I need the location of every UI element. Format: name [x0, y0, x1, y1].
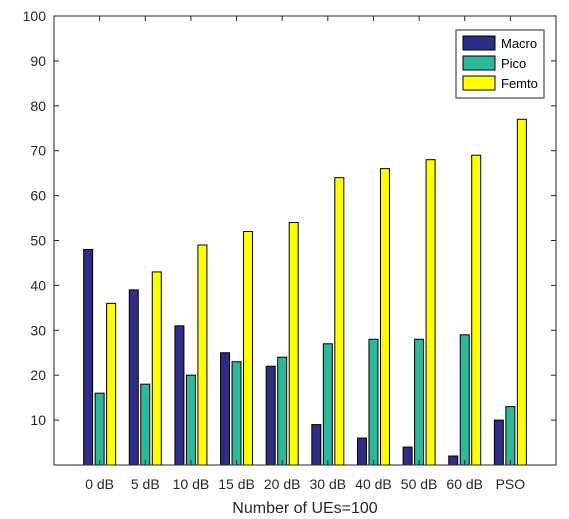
x-axis-title: Number of UEs=100 [232, 500, 378, 517]
bar-pico-6 [368, 338, 379, 466]
bar-macro-1 [128, 289, 139, 466]
x-tick-label: 10 dB [173, 476, 210, 492]
bar-macro-2 [174, 325, 185, 466]
y-tick-label: 70 [30, 143, 46, 159]
bar-femto-1 [151, 271, 162, 466]
x-tick-label: 60 dB [446, 476, 483, 492]
bar-macro-0 [83, 248, 94, 466]
legend: Macro Pico Femto [455, 29, 545, 99]
x-tick-label: 20 dB [264, 476, 301, 492]
bar-macro-5 [311, 424, 322, 466]
bar-macro-9 [493, 419, 504, 466]
y-tick-label: 60 [30, 188, 46, 204]
x-tick-label: 15 dB [218, 476, 255, 492]
bar-femto-8 [471, 154, 482, 466]
y-tick-label: 50 [30, 233, 46, 249]
legend-swatch-macro [462, 35, 496, 51]
legend-label-pico: Pico [501, 56, 526, 71]
bar-femto-5 [334, 177, 345, 466]
bar-pico-5 [322, 343, 333, 466]
x-tick-label: 5 dB [131, 476, 160, 492]
x-tick-label: 40 dB [355, 476, 392, 492]
bar-macro-3 [220, 352, 231, 466]
x-tick-label: 50 dB [401, 476, 438, 492]
legend-label-femto: Femto [501, 76, 538, 91]
y-tick-label: 90 [30, 53, 46, 69]
bar-pico-7 [414, 338, 425, 466]
bar-pico-2 [185, 374, 196, 466]
bar-macro-6 [356, 437, 367, 466]
legend-swatch-pico [462, 55, 496, 71]
bar-macro-4 [265, 365, 276, 466]
legend-label-macro: Macro [501, 36, 537, 51]
bar-femto-0 [106, 302, 117, 466]
bar-pico-9 [505, 406, 516, 466]
bar-pico-1 [140, 383, 151, 466]
y-tick-label: 100 [23, 8, 47, 24]
ticks-group: 10 20 30 40 50 60 70 80 90 100 0 dB 5 dB 10 dB 15 dB 2… [23, 8, 556, 492]
bar-femto-6 [379, 168, 390, 466]
bar-femto-7 [425, 159, 436, 466]
x-tick-label: 0 dB [85, 476, 114, 492]
bar-femto-4 [288, 222, 299, 466]
bar-pico-0 [94, 392, 105, 466]
bar-pico-3 [231, 361, 242, 466]
y-tick-label: 80 [30, 98, 46, 114]
y-tick-label: 40 [30, 277, 46, 293]
x-tick-label: PSO [496, 476, 526, 492]
bar-pico-4 [277, 356, 288, 466]
x-tick-label: 30 dB [310, 476, 347, 492]
bar-macro-7 [402, 446, 413, 466]
bar-femto-2 [197, 244, 208, 466]
y-tick-label: 20 [30, 367, 46, 383]
bar-femto-9 [516, 118, 527, 466]
y-tick-label: 30 [30, 322, 46, 338]
bar-macro-8 [448, 455, 459, 466]
y-tick-label: 10 [30, 412, 46, 428]
legend-swatch-femto [462, 75, 496, 91]
bar-femto-3 [243, 231, 254, 466]
bar-pico-8 [459, 334, 470, 466]
